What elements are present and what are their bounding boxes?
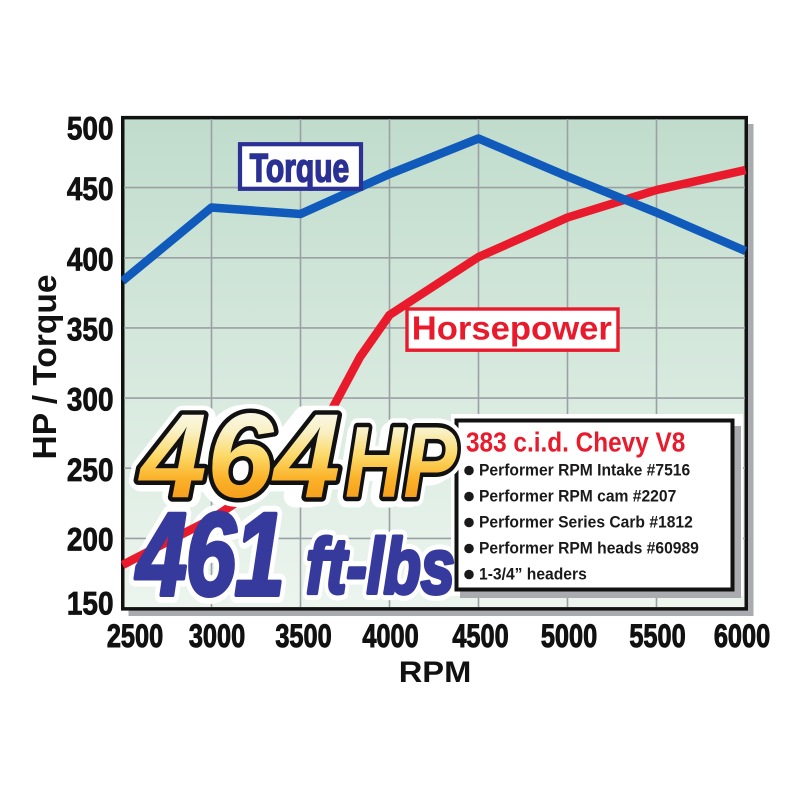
svg-text:5500: 5500: [629, 619, 685, 655]
svg-text:3500: 3500: [275, 619, 331, 655]
svg-text:300: 300: [67, 383, 114, 418]
svg-text:HP: HP: [345, 406, 458, 519]
svg-text:464: 464: [138, 389, 340, 523]
svg-text:400: 400: [67, 243, 114, 278]
svg-text:4500: 4500: [452, 619, 508, 655]
svg-text:250: 250: [67, 453, 114, 488]
svg-text:464: 464: [138, 389, 340, 523]
svg-text:4000: 4000: [362, 619, 418, 655]
svg-text:HP: HP: [345, 406, 458, 519]
svg-text:200: 200: [67, 523, 114, 558]
svg-text:Torque: Torque: [250, 146, 349, 190]
svg-text:461: 461: [135, 490, 284, 621]
svg-text:6000: 6000: [714, 619, 770, 655]
svg-text:1-3/4” headers: 1-3/4” headers: [479, 565, 587, 584]
svg-text:2500: 2500: [107, 619, 163, 655]
svg-text:Performer RPM heads #60989: Performer RPM heads #60989: [479, 539, 699, 558]
svg-text:383 c.i.d. Chevy V8: 383 c.i.d. Chevy V8: [466, 426, 685, 458]
svg-text:Performer RPM cam #2207: Performer RPM cam #2207: [479, 487, 676, 506]
svg-text:Horsepower: Horsepower: [412, 310, 612, 347]
svg-text:HP: HP: [346, 416, 449, 516]
svg-text:150: 150: [67, 587, 114, 622]
svg-text:ft-lbs: ft-lbs: [306, 523, 455, 610]
svg-text:5000: 5000: [541, 619, 597, 655]
svg-text:500: 500: [67, 112, 114, 147]
svg-text:ft-lbs: ft-lbs: [306, 523, 455, 610]
svg-text:461: 461: [135, 490, 284, 621]
svg-text:Performer RPM Intake #7516: Performer RPM Intake #7516: [479, 461, 690, 480]
svg-text:350: 350: [67, 313, 114, 348]
svg-text:3000: 3000: [189, 619, 245, 655]
svg-text:HP: HP: [345, 406, 458, 519]
svg-text:Performer Series Carb #1812: Performer Series Carb #1812: [479, 513, 693, 532]
svg-text:HP / Torque: HP / Torque: [27, 275, 64, 460]
svg-text:450: 450: [67, 172, 114, 207]
svg-text:RPM: RPM: [399, 655, 472, 688]
svg-text:464: 464: [138, 389, 340, 523]
